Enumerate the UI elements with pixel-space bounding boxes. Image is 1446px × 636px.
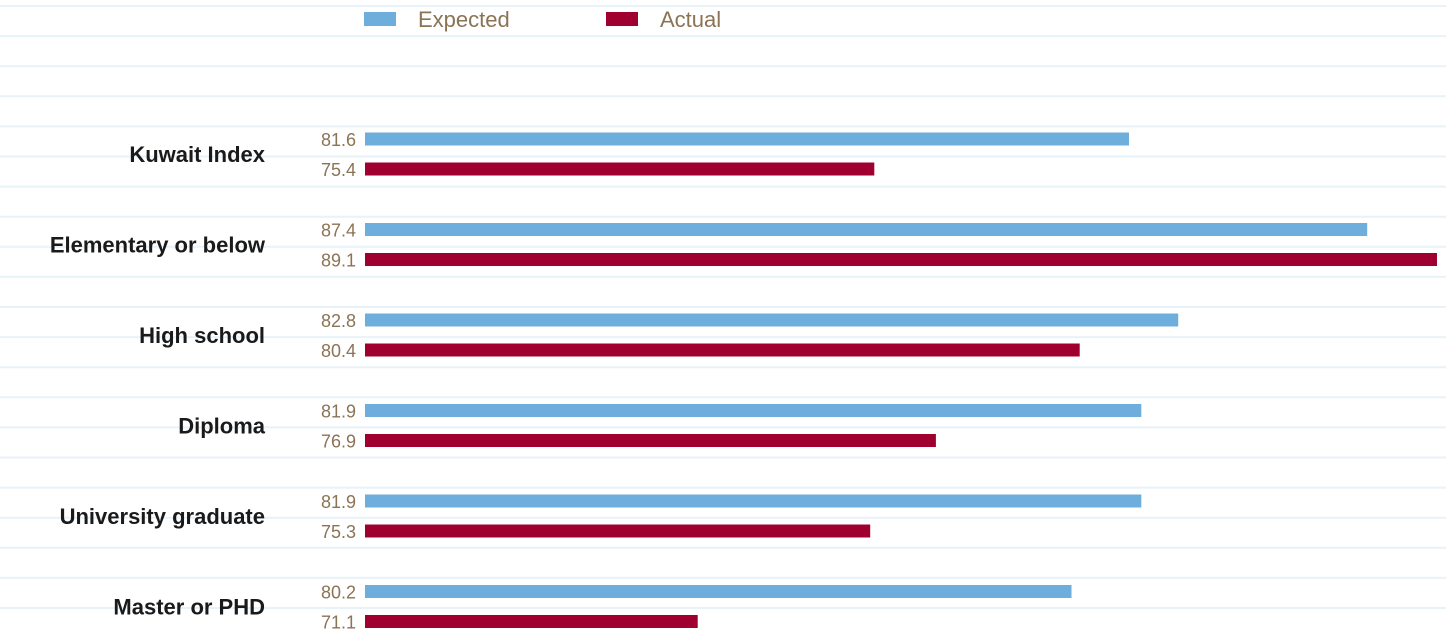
bar-actual bbox=[365, 524, 871, 538]
bar-actual bbox=[365, 162, 875, 176]
bar-actual bbox=[365, 343, 1080, 357]
value-label: 81.6 bbox=[321, 130, 356, 150]
bar-actual bbox=[365, 615, 698, 628]
category-label: Kuwait Index bbox=[129, 142, 265, 167]
bar-expected bbox=[365, 313, 1179, 327]
value-label: 81.9 bbox=[321, 402, 356, 422]
category-label: Master or PHD bbox=[113, 595, 265, 620]
category-label: University graduate bbox=[60, 504, 265, 529]
value-label: 80.2 bbox=[321, 583, 356, 603]
category-label: Elementary or below bbox=[50, 233, 266, 258]
value-label: 87.4 bbox=[321, 221, 356, 241]
value-labels: 81.6 75.4 87.4 89.1 82.8 80.4 81.9 76.9 81.9 75.3… bbox=[321, 130, 356, 633]
category-label: Diploma bbox=[178, 414, 266, 439]
bar-actual bbox=[365, 253, 1437, 266]
bar-expected bbox=[365, 223, 1368, 236]
category-label: High school bbox=[139, 323, 265, 348]
legend-swatch-actual bbox=[606, 12, 638, 26]
value-label: 75.4 bbox=[321, 160, 356, 180]
value-label: 71.1 bbox=[321, 613, 356, 633]
value-label: 82.8 bbox=[321, 311, 356, 331]
bar-expected bbox=[365, 494, 1142, 508]
value-label: 76.9 bbox=[321, 432, 356, 452]
bars bbox=[365, 132, 1437, 628]
legend-label-expected: Expected bbox=[418, 7, 510, 32]
value-label: 75.3 bbox=[321, 522, 356, 542]
category-labels: Kuwait Index Elementary or below High scho… bbox=[50, 142, 266, 620]
bar-expected bbox=[365, 404, 1142, 417]
value-label: 81.9 bbox=[321, 492, 356, 512]
bar-actual bbox=[365, 434, 936, 447]
value-label: 80.4 bbox=[321, 341, 356, 361]
bar-expected bbox=[365, 585, 1072, 598]
legend-label-actual: Actual bbox=[660, 7, 721, 32]
value-label: 89.1 bbox=[321, 251, 356, 271]
bar-expected bbox=[365, 132, 1129, 146]
legend: Expected Actual bbox=[364, 7, 721, 32]
legend-swatch-expected bbox=[364, 12, 396, 26]
gridlines bbox=[0, 5, 1446, 609]
